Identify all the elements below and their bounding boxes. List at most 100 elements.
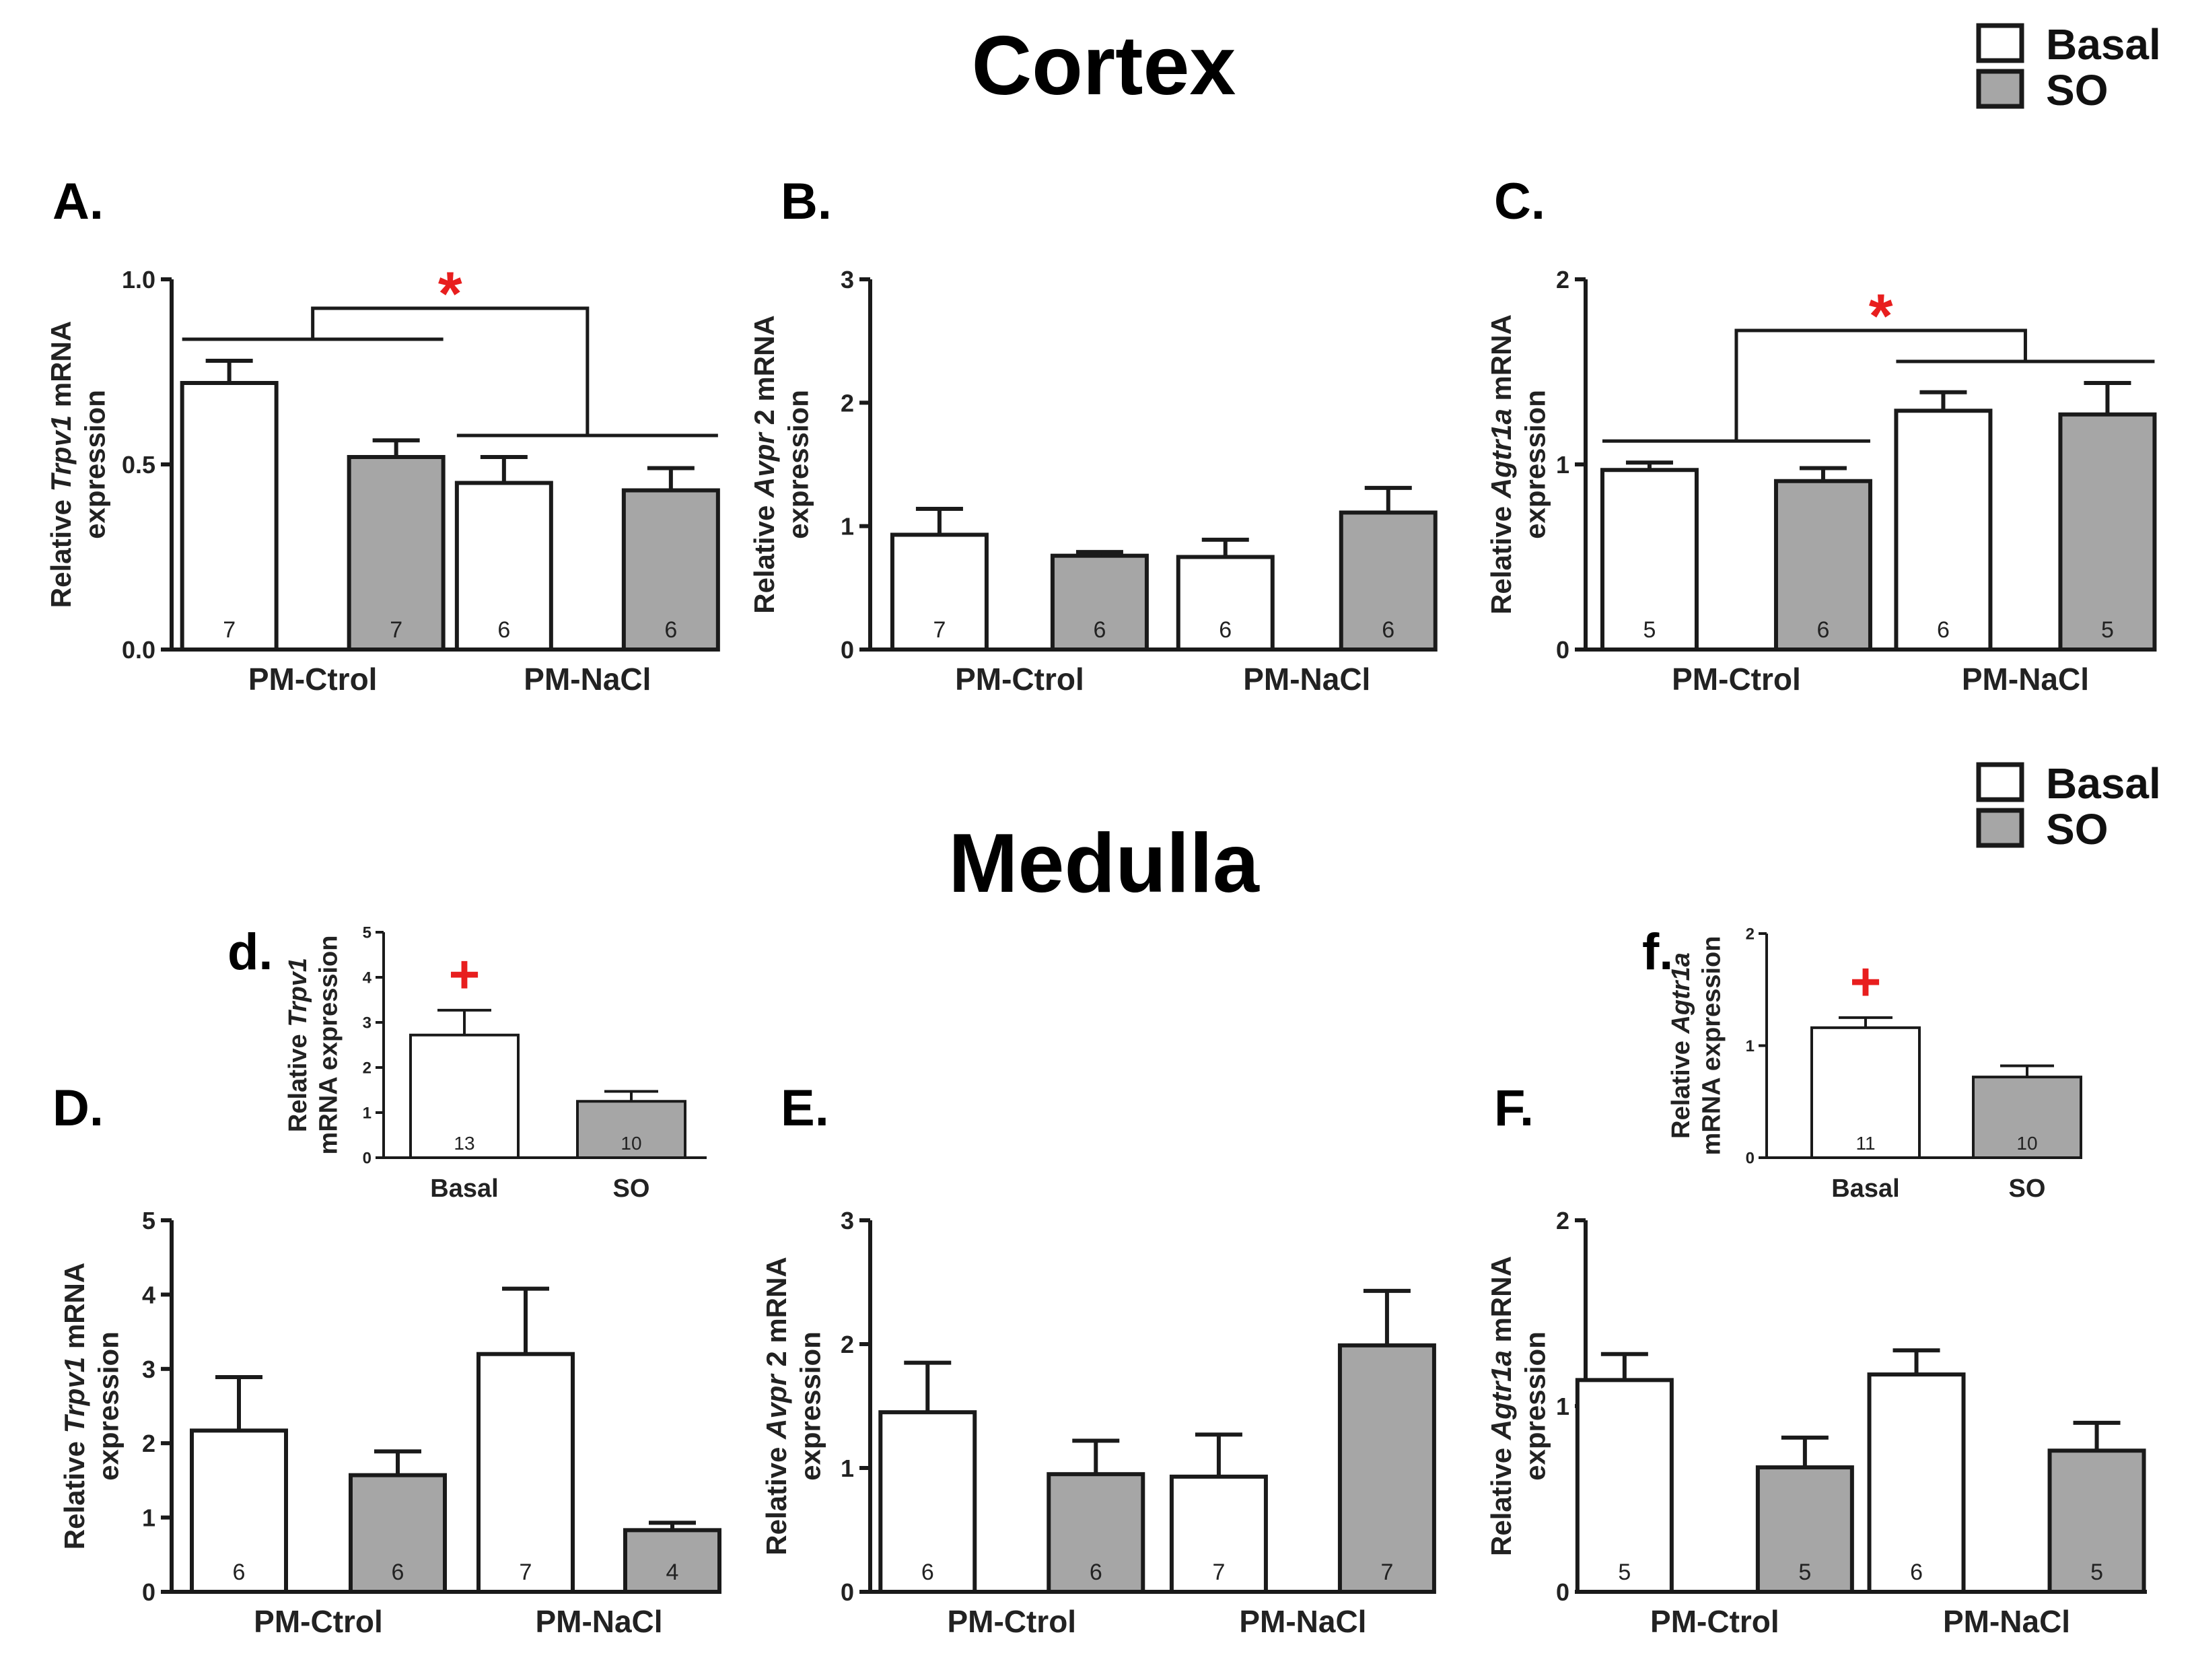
y-tick-label-c: 2 bbox=[1556, 266, 1569, 293]
n-label-b-pm-nacl-so: 6 bbox=[1382, 617, 1394, 643]
n-label-e-pm-ctrol-basal: 6 bbox=[921, 1560, 934, 1585]
legend-so-swatch bbox=[1976, 69, 2024, 109]
n-label-a-pm-ctrol-basal: 7 bbox=[223, 617, 236, 643]
x-category-label-f: PM-Ctrol bbox=[1650, 1604, 1779, 1639]
y-axis-label-line2-d: expression bbox=[92, 1331, 124, 1481]
bar-e-pm-ctrol-basal bbox=[878, 1410, 977, 1594]
legend-basal-swatch-2 bbox=[1976, 762, 2024, 802]
y-axis-label-line2-b: expression bbox=[782, 390, 814, 539]
x-category-label-d: PM-NaCl bbox=[535, 1604, 662, 1639]
significance-plus-f-inset: + bbox=[1850, 952, 1882, 1012]
y-axis-label-line2-e: expression bbox=[794, 1331, 826, 1481]
x-category-label-a: PM-Ctrol bbox=[248, 662, 378, 697]
y-axis-label-line2-d-inset: mRNA expression bbox=[315, 936, 343, 1155]
legend-basal-label-2: Basal bbox=[2046, 759, 2161, 808]
legend-basal-swatch bbox=[1976, 23, 2024, 63]
y-tick-label-b: 3 bbox=[841, 266, 854, 293]
y-tick-label-f: 0 bbox=[1556, 1578, 1569, 1606]
n-label-e-pm-nacl-basal: 7 bbox=[1212, 1560, 1225, 1585]
panel-letter-d-inset: d. bbox=[227, 923, 273, 981]
n-label-d-pm-ctrol-so: 6 bbox=[392, 1560, 404, 1585]
n-label-c-pm-ctrol-basal: 5 bbox=[1643, 617, 1656, 643]
legend-middle: Basal SO bbox=[1976, 759, 2161, 853]
panel-letter-f-inset: f. bbox=[1642, 923, 1673, 981]
cortex-title: Cortex bbox=[972, 20, 1236, 112]
panel-letter-f: F. bbox=[1494, 1080, 1534, 1137]
medulla-title: Medulla bbox=[948, 817, 1260, 910]
panel-letter-d: D. bbox=[52, 1080, 104, 1137]
legend-basal-label: Basal bbox=[2046, 20, 2161, 69]
bar-d-pm-ctrol-basal bbox=[190, 1428, 288, 1594]
n-label-c-pm-ctrol-so: 6 bbox=[1816, 617, 1829, 643]
y-tick-label-d: 4 bbox=[142, 1281, 155, 1308]
bar-d-pm-nacl-basal bbox=[476, 1352, 575, 1594]
y-axis-label-line2-a: expression bbox=[79, 390, 110, 539]
x-category-label-d-inset: Basal bbox=[430, 1175, 498, 1203]
y-tick-label-d: 1 bbox=[142, 1504, 155, 1532]
y-tick-label-d-inset: 5 bbox=[363, 924, 371, 942]
x-category-label-b: PM-Ctrol bbox=[955, 662, 1084, 697]
y-tick-label-b: 2 bbox=[841, 389, 854, 417]
n-label-f-inset-basal: 11 bbox=[1855, 1133, 1875, 1154]
x-category-label-f: PM-NaCl bbox=[1943, 1604, 2070, 1639]
bar-b-pm-nacl-basal bbox=[1176, 555, 1275, 652]
bar-f-pm-ctrol-basal bbox=[1575, 1378, 1674, 1595]
bar-c-pm-ctrol-basal bbox=[1600, 468, 1699, 652]
y-tick-label-a: 0.0 bbox=[122, 636, 155, 664]
n-label-e-pm-ctrol-so: 6 bbox=[1090, 1560, 1102, 1585]
y-axis-label-e: Relative Avpr 2 mRNA bbox=[760, 1257, 792, 1555]
bar-d-inset-basal bbox=[409, 1033, 520, 1160]
y-tick-label-d: 5 bbox=[142, 1207, 155, 1234]
legend-so-label: SO bbox=[2046, 66, 2108, 114]
x-category-label-f-inset: Basal bbox=[1831, 1175, 1899, 1203]
significance-star-a: * bbox=[438, 260, 462, 328]
n-label-a-pm-ctrol-so: 7 bbox=[390, 617, 402, 643]
x-category-label-c: PM-Ctrol bbox=[1672, 662, 1801, 697]
y-tick-label-a: 1.0 bbox=[122, 266, 155, 293]
legend-so-label-2: SO bbox=[2046, 805, 2108, 853]
significance-plus-d-inset: + bbox=[449, 944, 481, 1004]
x-category-label-e: PM-Ctrol bbox=[947, 1604, 1076, 1639]
y-tick-label-f-inset: 0 bbox=[1746, 1150, 1755, 1168]
bar-e-pm-ctrol-so bbox=[1047, 1472, 1145, 1594]
y-tick-label-d: 2 bbox=[142, 1430, 155, 1457]
n-label-f-pm-ctrol-basal: 5 bbox=[1618, 1560, 1631, 1585]
n-label-d-inset-basal: 13 bbox=[454, 1133, 474, 1154]
panel-letter-c: C. bbox=[1494, 173, 1545, 230]
y-axis-label-b: Relative Avpr 2 mRNA bbox=[748, 315, 780, 614]
n-label-d-pm-ctrol-basal: 6 bbox=[233, 1560, 246, 1585]
y-axis-label-d-inset: Relative Trpv1 bbox=[284, 958, 312, 1132]
y-axis-label-line2-f: expression bbox=[1519, 1331, 1551, 1481]
x-category-label-e: PM-NaCl bbox=[1239, 1604, 1366, 1639]
bar-d-pm-nacl-so bbox=[623, 1528, 721, 1594]
n-label-a-pm-nacl-so: 6 bbox=[664, 617, 677, 643]
y-tick-label-e: 0 bbox=[841, 1578, 854, 1606]
y-tick-label-e: 3 bbox=[841, 1207, 854, 1234]
y-axis-label-line2-c: expression bbox=[1519, 390, 1551, 539]
bar-c-pm-nacl-basal bbox=[1894, 409, 1993, 652]
panel-letter-e: E. bbox=[781, 1080, 829, 1137]
n-label-f-pm-ctrol-so: 5 bbox=[1798, 1560, 1811, 1585]
y-tick-label-a: 0.5 bbox=[122, 451, 155, 479]
bar-f-pm-nacl-basal bbox=[1867, 1372, 1966, 1594]
bar-e-pm-nacl-so bbox=[1337, 1343, 1436, 1594]
n-label-f-pm-nacl-so: 5 bbox=[2090, 1560, 2103, 1585]
y-tick-label-b: 0 bbox=[841, 636, 854, 664]
legend-so-swatch-2 bbox=[1976, 808, 2024, 848]
significance-bracket-c bbox=[1734, 328, 2027, 442]
n-label-d-pm-nacl-basal: 7 bbox=[520, 1560, 532, 1585]
n-label-f-inset-so: 10 bbox=[2016, 1133, 2037, 1154]
y-tick-label-d-inset: 0 bbox=[363, 1150, 371, 1168]
n-label-b-pm-ctrol-so: 6 bbox=[1093, 617, 1106, 643]
y-axis-label-f-inset: Relative Agtr1a bbox=[1667, 952, 1695, 1139]
y-axis-label-a: Relative Trpv1 mRNA bbox=[45, 321, 77, 608]
n-label-d-pm-nacl-so: 4 bbox=[666, 1560, 679, 1585]
y-tick-label-f-inset: 2 bbox=[1746, 925, 1755, 944]
y-tick-label-e: 1 bbox=[841, 1455, 854, 1482]
